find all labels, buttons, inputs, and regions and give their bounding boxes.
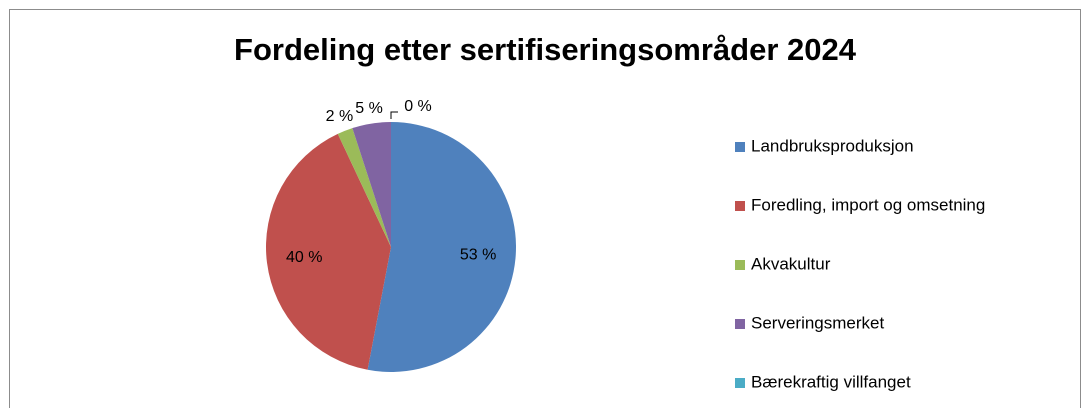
data-label: 53 % — [460, 246, 496, 263]
legend-swatch — [735, 378, 745, 388]
legend-label: Foredling, import og omsetning — [751, 195, 985, 214]
legend-swatch — [735, 201, 745, 211]
legend-label: Akvakultur — [751, 254, 831, 273]
leader-line — [390, 111, 398, 119]
data-label: 5 % — [355, 100, 383, 117]
pie-slice — [352, 122, 391, 247]
legend-swatch — [735, 260, 745, 270]
chart-border — [9, 9, 1081, 408]
chart-title: Fordeling etter sertifiseringsområder 20… — [234, 32, 857, 67]
legend-swatch — [735, 142, 745, 152]
data-label: 2 % — [326, 108, 354, 125]
data-label: 40 % — [286, 249, 322, 266]
legend-swatch — [735, 319, 745, 329]
pie-slice — [337, 128, 391, 247]
legend-label: Landbruksproduksjon — [751, 136, 914, 155]
pie-slice — [265, 133, 391, 370]
legend-label: Serveringsmerket — [751, 313, 884, 332]
legend-label: Bærekraftig villfanget — [751, 372, 911, 391]
pie-slice — [367, 122, 516, 372]
data-label: 0 % — [404, 98, 432, 115]
